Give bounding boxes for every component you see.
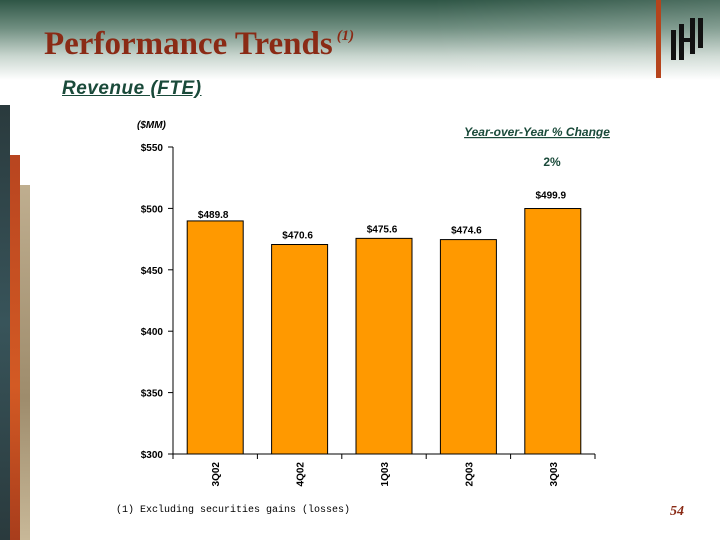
value-label-2Q03: $474.6 [451,226,482,237]
page-title-text: Performance Trends [44,26,333,62]
y-tick-label: $300 [141,450,164,461]
header-accent-line [656,0,661,78]
bar-2Q03 [439,239,497,455]
value-label-3Q02: $489.8 [198,210,229,221]
x-tick-label: 3Q02 [211,462,222,487]
bar-4Q02 [271,244,329,455]
logo-icon [671,18,703,60]
bar-value-labels: $489.8 $470.6 $475.6 $474.6 $499.9 [198,191,567,242]
x-tick-label: 2Q03 [464,462,475,487]
value-label-4Q02: $470.6 [282,231,313,242]
unit-label: ($MM) [137,120,167,131]
header-band [0,0,720,80]
decorative-stripes [0,105,32,540]
x-tick-label: 3Q03 [549,462,560,487]
x-tick-label: 4Q02 [296,462,307,487]
bar-3Q02 [186,220,244,455]
page-title: Performance Trends (1) [44,26,354,63]
chart-subtitle: Revenue (FTE) [62,78,202,99]
header-band-fade [0,0,720,80]
yoy-change-value: 2% [543,155,561,169]
x-axis-ticks: 3Q02 4Q02 1Q03 2Q03 3Q03 [172,454,596,487]
y-tick-label: $400 [141,327,164,338]
stripe-tan [20,185,30,540]
footnote-marker: (1) [336,28,355,44]
x-tick-label: 1Q03 [380,462,391,487]
bar-3Q03 [524,208,582,455]
y-axis-ticks: $300 $350 $400 $450 $500 $550 [141,143,173,461]
yoy-change-heading: Year-over-Year % Change [464,125,610,139]
page-number: 54 [670,504,684,519]
footnote: (1) Excluding securities gains (losses) [116,505,351,516]
bar-1Q03 [355,237,413,455]
y-tick-label: $350 [141,389,164,400]
y-tick-label: $500 [141,204,164,215]
stripe-orange [10,155,20,540]
y-tick-label: $550 [141,143,164,154]
chart-bars [186,208,582,455]
value-label-3Q03: $499.9 [536,191,567,202]
value-label-1Q03: $475.6 [367,224,398,235]
stripe-dark [0,105,10,540]
y-tick-label: $450 [141,266,164,277]
